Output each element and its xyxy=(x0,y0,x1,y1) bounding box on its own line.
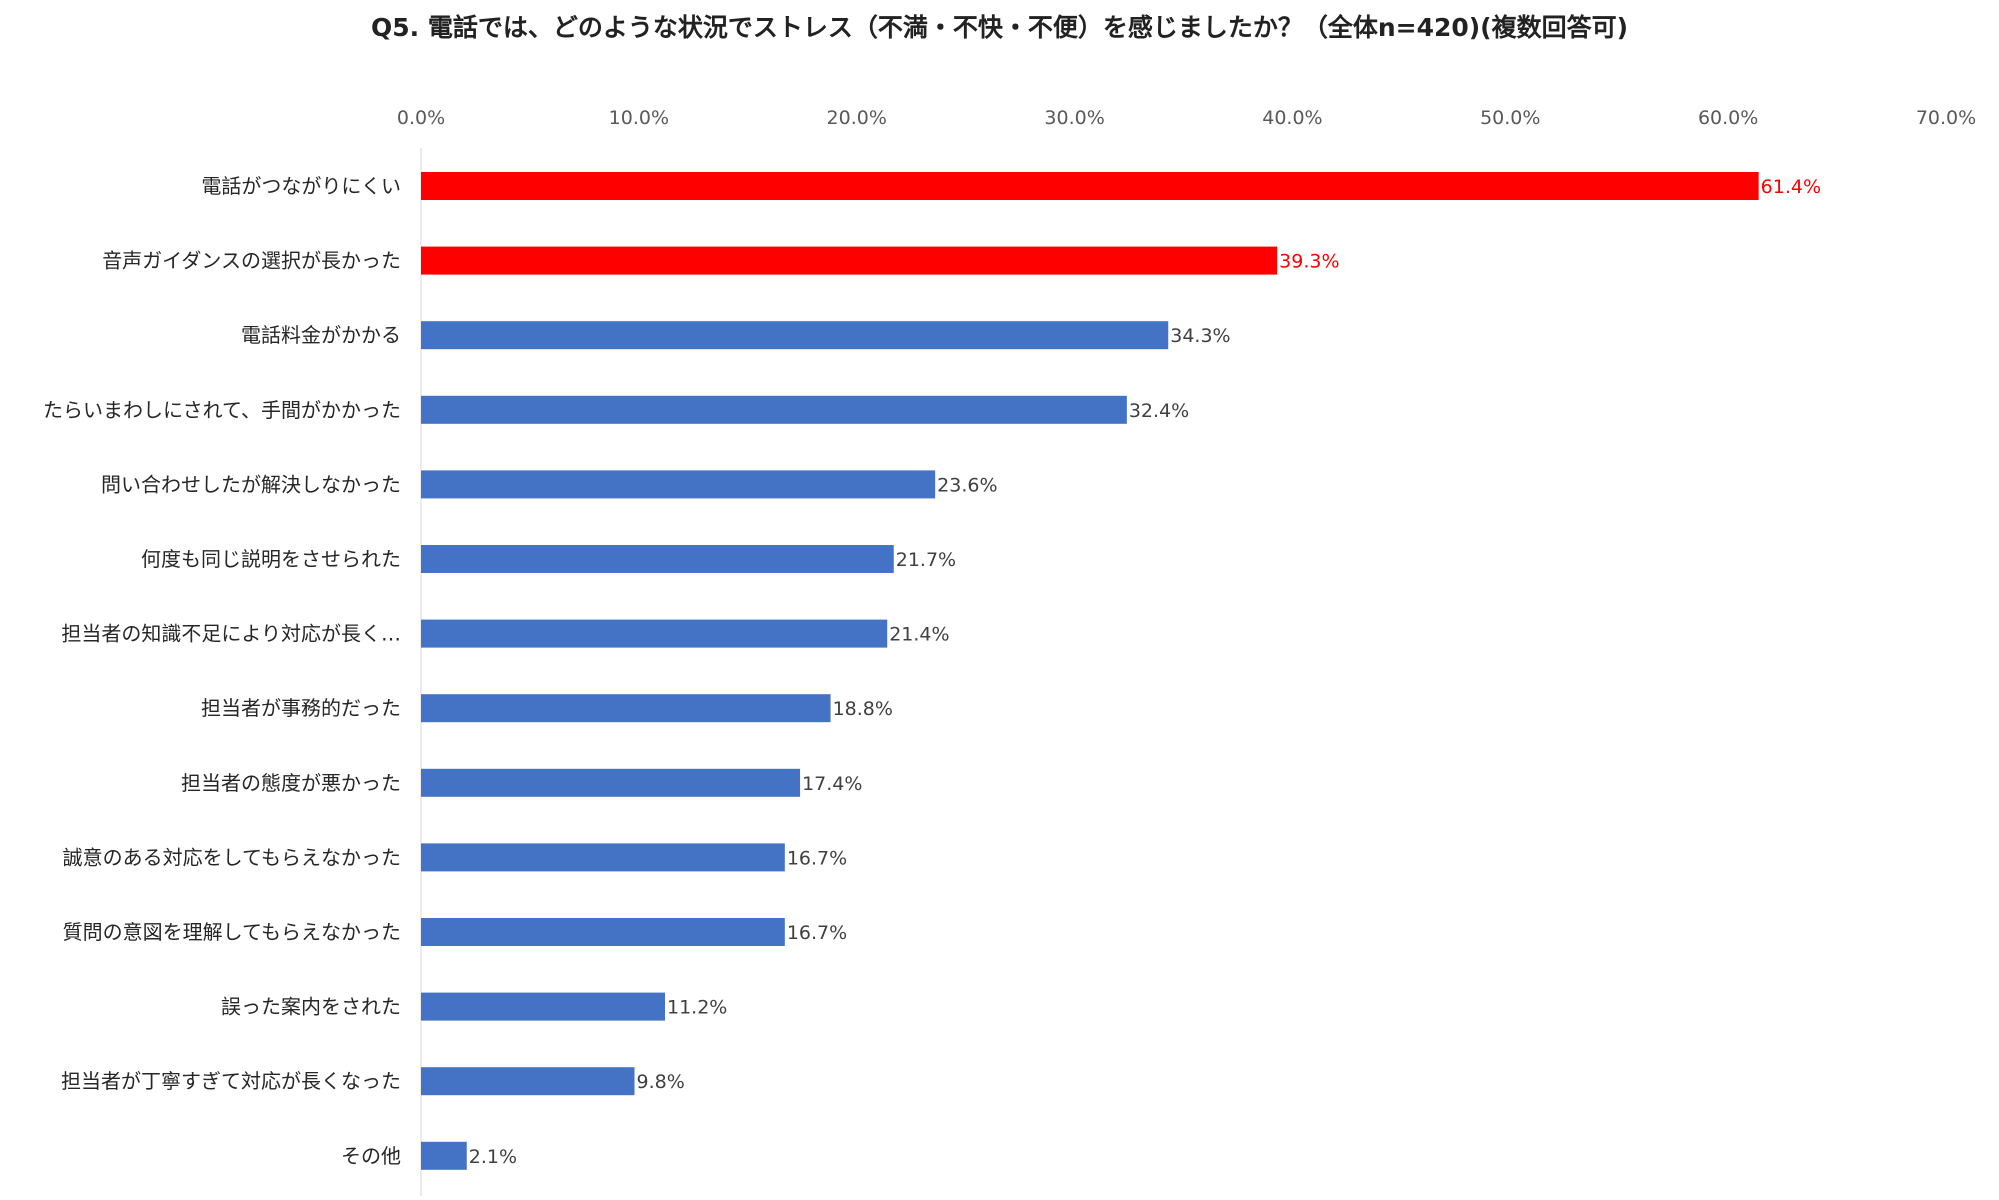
data-label: 16.7% xyxy=(787,922,847,944)
data-label: 34.3% xyxy=(1170,325,1230,347)
category-label: 電話料金がかかる xyxy=(241,323,401,347)
category-label: 担当者が事務的だった xyxy=(201,696,401,720)
bar xyxy=(421,992,665,1021)
data-label: 9.8% xyxy=(637,1071,685,1093)
category-label: 音声ガイダンスの選択が長かった xyxy=(102,249,401,273)
data-label: 2.1% xyxy=(469,1146,517,1168)
bar xyxy=(421,246,1278,275)
category-label: 何度も同じ説明をさせられた xyxy=(141,547,401,571)
category-label: たらいまわしにされて、手間がかかった xyxy=(43,398,401,422)
x-tick-label: 30.0% xyxy=(1044,107,1104,129)
bar xyxy=(421,321,1169,350)
category-label: 担当者の態度が悪かった xyxy=(181,771,401,795)
x-tick-label: 50.0% xyxy=(1480,107,1540,129)
data-label: 39.3% xyxy=(1279,251,1339,273)
data-label: 18.8% xyxy=(833,698,893,720)
x-tick-label: 0.0% xyxy=(397,107,445,129)
x-tick-label: 60.0% xyxy=(1698,107,1758,129)
x-tick-label: 20.0% xyxy=(827,107,887,129)
bar xyxy=(421,1141,467,1170)
category-label: 担当者の知識不足により対応が長く… xyxy=(61,622,401,646)
bar xyxy=(421,843,785,872)
chart-title: Q5. 電話では、どのような状況でストレス（不満・不快・不便）を感じましたか？（… xyxy=(370,13,1629,42)
bar xyxy=(421,545,894,573)
category-label: 問い合わせしたが解決しなかった xyxy=(101,472,401,496)
bar xyxy=(421,768,801,797)
bar xyxy=(421,470,936,499)
category-label: 誤った案内をされた xyxy=(221,995,401,1019)
category-label: その他 xyxy=(341,1144,401,1168)
bar xyxy=(421,918,785,946)
category-label: 誠意のある対応をしてもらえなかった xyxy=(63,845,401,869)
data-label: 32.4% xyxy=(1129,400,1189,422)
x-tick-label: 40.0% xyxy=(1262,107,1322,129)
bar xyxy=(421,619,888,648)
x-tick-label: 10.0% xyxy=(609,107,669,129)
data-label: 17.4% xyxy=(802,773,862,795)
data-label: 16.7% xyxy=(787,847,847,869)
bar xyxy=(421,694,831,723)
category-label: 電話がつながりにくい xyxy=(201,174,401,198)
bar xyxy=(421,395,1127,424)
category-label: 質問の意図を理解してもらえなかった xyxy=(63,920,401,944)
data-label: 61.4% xyxy=(1761,176,1821,198)
bar xyxy=(421,1067,635,1096)
bar xyxy=(421,172,1759,200)
data-label: 21.7% xyxy=(896,549,956,571)
data-label: 23.6% xyxy=(937,474,997,496)
data-label: 11.2% xyxy=(667,997,727,1019)
category-label: 担当者が丁寧すぎて対応が長くなった xyxy=(61,1069,401,1093)
data-label: 21.4% xyxy=(889,624,949,646)
x-tick-label: 70.0% xyxy=(1916,107,1976,129)
